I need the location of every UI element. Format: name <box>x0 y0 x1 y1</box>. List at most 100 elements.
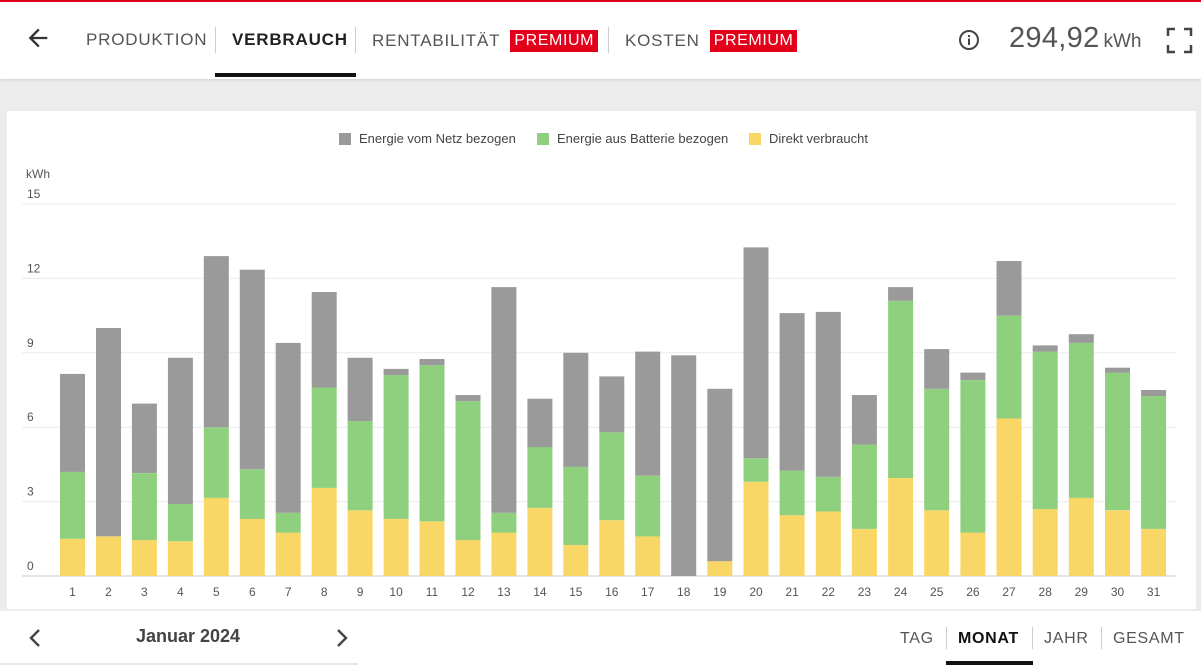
x-tick-label: 6 <box>249 585 256 599</box>
y-tick-label: 12 <box>27 261 41 275</box>
bar-segment <box>419 359 445 366</box>
bar-segment <box>455 395 481 402</box>
bar-segment <box>167 504 193 542</box>
tab-produktion[interactable]: PRODUKTION <box>86 30 207 50</box>
bar-segment <box>239 269 265 470</box>
bar-segment <box>815 311 841 477</box>
range-tab-tag[interactable]: TAG <box>900 630 934 647</box>
bar-segment <box>1141 528 1167 576</box>
tab-rentabilitaet-label: RENTABILITÄT <box>372 31 501 50</box>
range-tab-gesamt[interactable]: GESAMT <box>1113 630 1185 647</box>
period-underline <box>0 663 358 665</box>
range-tab-monat[interactable]: MONAT <box>958 630 1019 647</box>
bar-segment <box>743 481 769 576</box>
bar-segment <box>239 519 265 576</box>
header-bar: PRODUKTION VERBRAUCH RENTABILITÄT PREMIU… <box>0 2 1201 79</box>
chevron-right-icon <box>337 629 348 647</box>
bar-segment <box>815 511 841 576</box>
bar-segment <box>1105 372 1130 511</box>
next-period-button[interactable] <box>331 628 351 648</box>
x-tick-label: 16 <box>605 585 619 599</box>
bar-segment <box>563 352 589 467</box>
x-tick-label: 25 <box>930 585 944 599</box>
bar-segment <box>960 372 986 380</box>
bar-segment <box>275 532 301 576</box>
bar-segment <box>203 427 229 498</box>
bar-segment <box>635 536 661 576</box>
bar-segment <box>419 521 445 576</box>
bar-segment <box>491 512 517 533</box>
bar-segment <box>203 256 229 428</box>
bar-segment <box>599 520 625 576</box>
legend-item-grid[interactable]: Energie vom Netz bezogen <box>339 131 516 146</box>
x-tick-label: 5 <box>213 585 220 599</box>
bar-segment <box>383 519 409 576</box>
bar-segment <box>455 401 481 541</box>
bar-segment <box>924 510 950 576</box>
active-tab-indicator <box>215 73 356 77</box>
x-tick-label: 10 <box>389 585 403 599</box>
range-tab-jahr[interactable]: JAHR <box>1044 630 1089 647</box>
back-button[interactable] <box>24 24 52 52</box>
bar-segment <box>491 532 517 576</box>
bar-segment <box>1068 342 1094 498</box>
bar-segment <box>960 532 986 576</box>
x-tick-label: 24 <box>894 585 908 599</box>
tab-kosten[interactable]: KOSTEN PREMIUM <box>625 30 798 52</box>
bar-segment <box>924 349 950 389</box>
legend-swatch-grid <box>339 132 351 145</box>
x-tick-label: 31 <box>1147 585 1161 599</box>
bar-segment <box>167 357 193 505</box>
bar-segment <box>239 469 265 519</box>
tab-verbrauch-label: VERBRAUCH <box>232 30 348 49</box>
bar-segment <box>996 418 1022 576</box>
bar-segment <box>96 328 121 537</box>
bar-segment <box>527 507 553 576</box>
bar-segment <box>888 287 914 301</box>
tab-rentabilitaet[interactable]: RENTABILITÄT PREMIUM <box>372 30 599 52</box>
bar-segment <box>888 300 914 478</box>
x-tick-label: 12 <box>461 585 475 599</box>
bar-segment <box>743 458 769 482</box>
x-tick-label: 21 <box>785 585 799 599</box>
bar-segment <box>1068 497 1094 576</box>
x-tick-label: 13 <box>497 585 511 599</box>
period-label: Januar 2024 <box>136 626 241 646</box>
total-unit: kWh <box>1103 31 1142 52</box>
bar-segment <box>131 403 157 473</box>
bar-segment <box>599 376 625 433</box>
premium-badge: PREMIUM <box>709 30 798 52</box>
previous-period-button[interactable] <box>26 628 46 648</box>
bar-segment <box>924 388 950 511</box>
x-tick-label: 28 <box>1039 585 1053 599</box>
y-tick-label: 3 <box>27 485 34 499</box>
bar-segment <box>635 475 661 537</box>
x-tick-label: 2 <box>105 585 112 599</box>
x-tick-label: 1 <box>69 585 76 599</box>
bar-segment <box>347 357 373 421</box>
bar-segment <box>275 512 301 533</box>
bar-segment <box>996 261 1022 316</box>
tab-verbrauch[interactable]: VERBRAUCH <box>232 30 348 50</box>
bar-segment <box>851 395 877 445</box>
top-accent-line <box>0 0 1201 2</box>
x-tick-label: 20 <box>749 585 763 599</box>
bar-segment <box>60 373 85 472</box>
x-tick-label: 11 <box>426 585 439 599</box>
bar-segment <box>1141 396 1167 529</box>
legend-item-direct[interactable]: Direkt verbraucht <box>749 131 868 146</box>
y-tick-label: 15 <box>27 187 41 201</box>
bar-segment <box>167 541 193 576</box>
chevron-left-icon <box>29 629 40 647</box>
bar-segment <box>563 545 589 576</box>
y-tick-label: 9 <box>27 336 34 350</box>
legend-item-battery[interactable]: Energie aus Batterie bezogen <box>537 131 728 146</box>
x-tick-label: 27 <box>1002 585 1016 599</box>
bar-segment <box>527 447 553 508</box>
bar-segment <box>779 470 805 516</box>
arrow-left-icon <box>28 28 48 48</box>
info-button[interactable] <box>957 28 981 52</box>
fullscreen-button[interactable] <box>1166 27 1193 54</box>
x-tick-label: 18 <box>677 585 691 599</box>
bar-segment <box>815 476 841 512</box>
